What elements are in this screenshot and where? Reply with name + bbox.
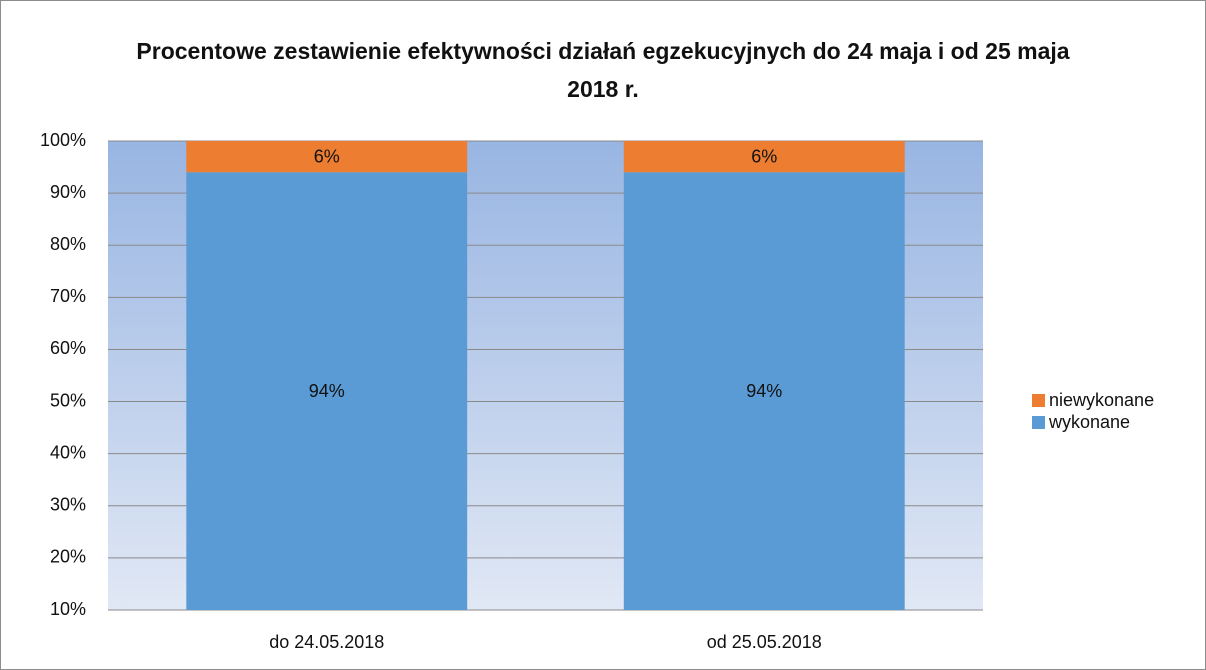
- y-tick-label: 20%: [50, 547, 86, 567]
- y-tick-label: 70%: [50, 286, 86, 306]
- y-tick-label: 60%: [50, 338, 86, 358]
- bar-segment: [186, 141, 468, 173]
- y-tick-label: 100%: [40, 130, 86, 150]
- legend-swatch: [1032, 394, 1045, 407]
- legend-label: niewykonane: [1049, 390, 1154, 410]
- x-tick-label: do 24.05.2018: [269, 632, 384, 652]
- y-tick-label: 50%: [50, 390, 86, 410]
- y-tick-label: 40%: [50, 442, 86, 462]
- y-tick-label: 80%: [50, 234, 86, 254]
- data-label: 94%: [309, 381, 345, 401]
- bar-segment: [186, 172, 468, 610]
- data-label: 6%: [314, 146, 340, 166]
- data-label: 94%: [746, 381, 782, 401]
- bar-segment: [623, 141, 905, 173]
- y-tick-label: 30%: [50, 495, 86, 515]
- y-tick-label: 90%: [50, 182, 86, 202]
- y-tick-label: 10%: [50, 599, 86, 619]
- bar-segment: [623, 172, 905, 610]
- chart-title: Procentowe zestawienie efektywności dzia…: [136, 38, 1070, 102]
- legend-label: wykonane: [1048, 412, 1130, 432]
- legend-swatch: [1032, 416, 1045, 429]
- data-label: 6%: [751, 146, 777, 166]
- x-tick-label: od 25.05.2018: [707, 632, 822, 652]
